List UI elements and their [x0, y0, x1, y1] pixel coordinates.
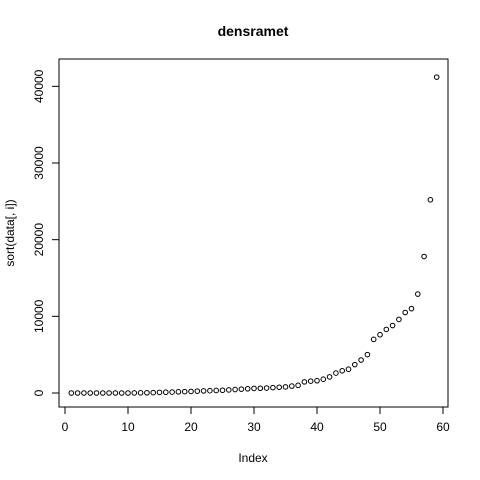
- data-point: [87, 390, 93, 396]
- data-point: [150, 389, 156, 396]
- y-tick-label: 30000: [32, 146, 46, 180]
- data-point: [257, 385, 264, 392]
- x-tick-label: 30: [247, 420, 261, 434]
- x-tick-label: 0: [62, 420, 69, 434]
- data-point: [339, 367, 346, 374]
- data-point: [352, 361, 358, 368]
- data-point: [415, 291, 421, 297]
- data-point: [144, 389, 150, 396]
- data-point: [207, 387, 213, 394]
- data-point: [301, 379, 308, 385]
- y-axis-label: sort(data[, i]): [3, 199, 17, 266]
- data-point: [169, 389, 175, 395]
- data-point: [345, 366, 352, 373]
- data-point: [81, 390, 87, 396]
- data-point: [163, 389, 169, 396]
- y-tick-label: 10000: [32, 299, 46, 333]
- data-point: [433, 74, 440, 80]
- data-point: [175, 389, 182, 395]
- data-point: [370, 336, 377, 343]
- data-point: [181, 388, 188, 395]
- data-point: [282, 384, 289, 390]
- data-point: [307, 378, 314, 384]
- data-point: [100, 390, 106, 396]
- data-point: [106, 390, 112, 396]
- data-point: [226, 387, 232, 393]
- data-point: [74, 390, 81, 396]
- x-tick-label: 50: [373, 420, 387, 434]
- y-tick-label: 0: [32, 389, 46, 396]
- data-point: [251, 385, 257, 392]
- data-point: [219, 387, 226, 394]
- data-point: [389, 322, 396, 329]
- data-point: [200, 388, 207, 394]
- data-point: [427, 197, 434, 203]
- data-point: [131, 390, 138, 396]
- data-point: [320, 376, 327, 383]
- y-axis: 0 10000 20000 30000 40000: [32, 69, 60, 396]
- data-point: [93, 390, 100, 396]
- data-point: [194, 388, 201, 394]
- data-point: [295, 382, 301, 389]
- data-point: [263, 385, 270, 391]
- data-point: [232, 386, 238, 393]
- data-point: [333, 370, 339, 376]
- data-point: [112, 390, 119, 396]
- data-point: [156, 389, 163, 396]
- data-point: [358, 357, 364, 363]
- data-point: [125, 390, 131, 396]
- data-point: [364, 351, 371, 358]
- x-tick-label: 10: [121, 420, 135, 434]
- data-point: [118, 390, 125, 396]
- data-point: [408, 305, 415, 312]
- data-point: [402, 309, 409, 316]
- data-point: [396, 316, 402, 323]
- x-tick-label: 60: [436, 420, 450, 434]
- data-point: [289, 383, 295, 389]
- data-point: [383, 326, 390, 333]
- data-point: [244, 385, 251, 392]
- chart-title: densramet: [218, 23, 289, 39]
- data-point: [238, 386, 245, 392]
- data-point: [326, 374, 333, 380]
- x-tick-label: 20: [184, 420, 198, 434]
- x-axis-label: Index: [238, 451, 267, 465]
- data-point: [188, 388, 194, 395]
- x-tick-label: 40: [310, 420, 324, 434]
- data-point: [314, 377, 320, 384]
- data-point: [421, 253, 427, 260]
- data-point: [68, 390, 75, 396]
- data-point: [270, 384, 276, 391]
- data-point: [276, 384, 283, 391]
- y-tick-label: 20000: [32, 223, 46, 257]
- data-points: [68, 74, 440, 396]
- plot-frame: [58, 58, 449, 408]
- data-point: [137, 390, 144, 396]
- x-axis: 0 10 20 30 40 50 60: [62, 406, 450, 434]
- y-tick-label: 40000: [32, 69, 46, 103]
- data-point: [377, 331, 383, 338]
- data-point: [213, 387, 219, 394]
